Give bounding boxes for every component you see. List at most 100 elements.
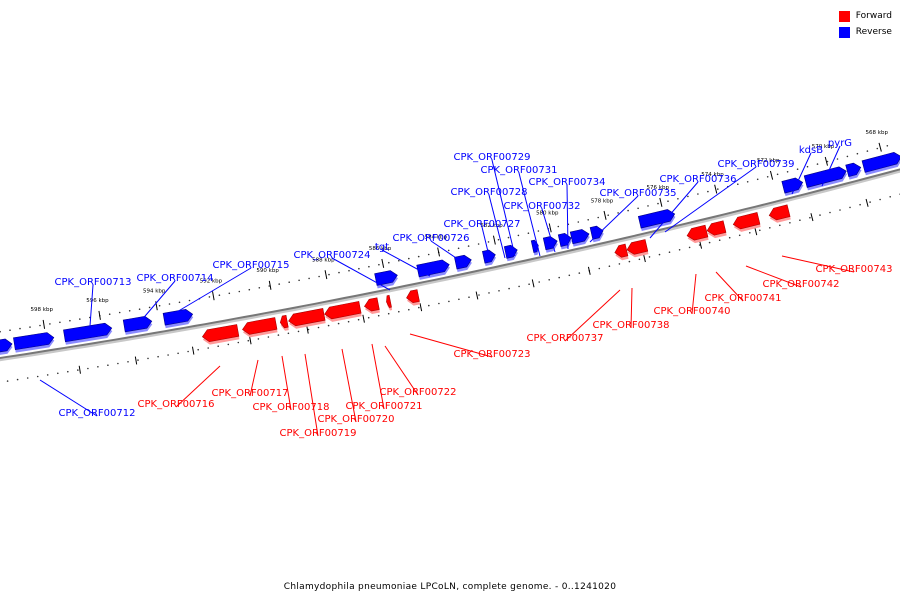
scale-label: 594 kbp — [143, 288, 166, 294]
reverse-gene-label: CPK_ORF00724 — [294, 250, 371, 261]
reverse-gene-label-leader — [481, 226, 491, 261]
forward-gene-label: CPK_ORF00723 — [454, 349, 531, 360]
scale-label: 574 kbp — [701, 172, 724, 178]
forward-gene-label-leader — [781, 255, 855, 273]
forward-gene-label-leader — [175, 365, 221, 408]
forward-gene-label: CPK_ORF00720 — [318, 414, 395, 425]
scale-dot-upper — [766, 176, 769, 178]
scale-dot-upper — [667, 200, 669, 202]
scale-dot-upper — [786, 171, 789, 173]
forward-gene-label: CPK_ORF00718 — [253, 402, 330, 413]
forward-gene-arrow — [686, 224, 709, 244]
scale-dot-lower — [107, 364, 109, 367]
reverse-gene-label-leader — [331, 257, 391, 291]
scale-dot-upper — [0, 330, 1, 333]
scale-tick-lower — [587, 266, 591, 275]
scale-dot-upper — [467, 245, 470, 247]
scale-label: 592 kbp — [200, 278, 223, 284]
forward-gene-label: CPK_ORF00738 — [593, 320, 670, 331]
scale-dot-lower — [97, 366, 99, 368]
scale-dot-upper — [368, 265, 370, 268]
reverse-gene-label-leader — [488, 194, 506, 259]
scale-dot-lower — [317, 326, 320, 329]
scale-dot-upper — [308, 277, 310, 280]
reverse-gene-arrow — [781, 177, 804, 196]
legend-forward: Forward — [838, 8, 892, 24]
scale-dot-upper — [108, 313, 111, 316]
scale-tick-lower — [362, 314, 365, 323]
scale-dot-upper — [457, 247, 460, 250]
scale-dot-upper — [707, 190, 709, 193]
scale-dot-upper — [138, 308, 141, 311]
scale-dot-upper — [816, 163, 819, 165]
scale-dot-lower — [608, 265, 611, 268]
scale-tick — [769, 170, 774, 180]
forward-gene-label: CPK_ORF00716 — [138, 399, 215, 410]
reverse-gene-arrow — [637, 209, 676, 231]
reverse-gene-label-leader — [381, 249, 431, 277]
scale-dot-upper — [717, 188, 719, 190]
scale-dot-lower — [468, 296, 470, 299]
scale-dot-lower — [498, 290, 500, 292]
scale-label: 582 kbp — [480, 223, 503, 229]
scale-dot-lower — [117, 362, 119, 365]
legend-reverse-label: Reverse — [855, 27, 892, 37]
scale-dot-lower — [839, 209, 841, 211]
scale-dot-upper — [637, 207, 639, 210]
scale-label: 584 kbp — [425, 235, 448, 241]
scale-tick — [381, 258, 385, 268]
reverse-gene-arrow — [162, 309, 194, 329]
scale-dot-lower — [779, 224, 781, 227]
scale-dot-upper — [577, 221, 580, 223]
forward-gene-label: CPK_ORF00722 — [380, 387, 457, 398]
forward-gene-label: CPK_ORF00743 — [816, 264, 893, 275]
scale-dot-upper — [49, 323, 51, 325]
scale-tick-lower — [643, 254, 646, 263]
scale-dot-lower — [367, 316, 370, 319]
scale-dot-upper — [856, 152, 859, 155]
scale-dot-lower — [257, 338, 260, 340]
scale-dot-lower — [538, 281, 540, 283]
scale-tick-lower — [306, 325, 309, 334]
scale-label: 588 kbp — [312, 257, 335, 263]
reverse-gene-label: CPK_ORF00729 — [454, 152, 531, 163]
scale-dot-upper — [29, 326, 31, 328]
scale-dot-upper — [59, 321, 61, 324]
forward-gene-label-leader — [630, 287, 633, 329]
scale-dot-lower — [438, 302, 440, 305]
scale-dot-upper — [148, 306, 151, 309]
scale-label: 598 kbp — [31, 307, 54, 313]
scale-tick — [714, 184, 718, 194]
scale-dot-lower — [287, 332, 290, 335]
scale-dot-upper — [228, 292, 231, 295]
reverse-gene-label-leader — [89, 284, 94, 327]
scale-tick — [878, 142, 882, 152]
scale-dot-upper — [627, 209, 629, 212]
scale-dot-lower — [177, 352, 179, 355]
forward-gene-arrow — [614, 243, 629, 261]
scale-dot-lower — [448, 300, 450, 303]
scale-label: 580 kbp — [536, 211, 559, 217]
legend: Forward Reverse — [838, 8, 892, 40]
scale-dot-lower — [528, 283, 530, 286]
scale-dot-upper — [517, 234, 520, 237]
scale-dot-upper — [398, 259, 400, 262]
forward-gene-label-leader — [564, 289, 621, 342]
scale-dot-upper — [238, 290, 241, 293]
legend-forward-label: Forward — [855, 11, 892, 21]
scale-dot-upper — [697, 193, 699, 195]
scale-label: 576 kbp — [647, 185, 670, 191]
scale-dot-upper — [388, 261, 390, 264]
reverse-gene-arrow — [569, 229, 590, 247]
forward-gene-label: CPK_ORF00740 — [654, 306, 731, 317]
forward-gene-label: CPK_ORF00742 — [763, 279, 840, 290]
forward-gene-label-leader — [384, 345, 419, 396]
scale-tick — [437, 247, 440, 257]
scale-dot-upper — [677, 198, 679, 200]
scale-dot-lower — [738, 234, 741, 237]
scale-label: 570 kbp — [812, 144, 835, 150]
forward-gene-arrow — [201, 324, 240, 345]
forward-gene-arrow — [706, 220, 727, 239]
scale-dot-lower — [357, 318, 360, 321]
scale-dot-lower — [799, 219, 801, 221]
